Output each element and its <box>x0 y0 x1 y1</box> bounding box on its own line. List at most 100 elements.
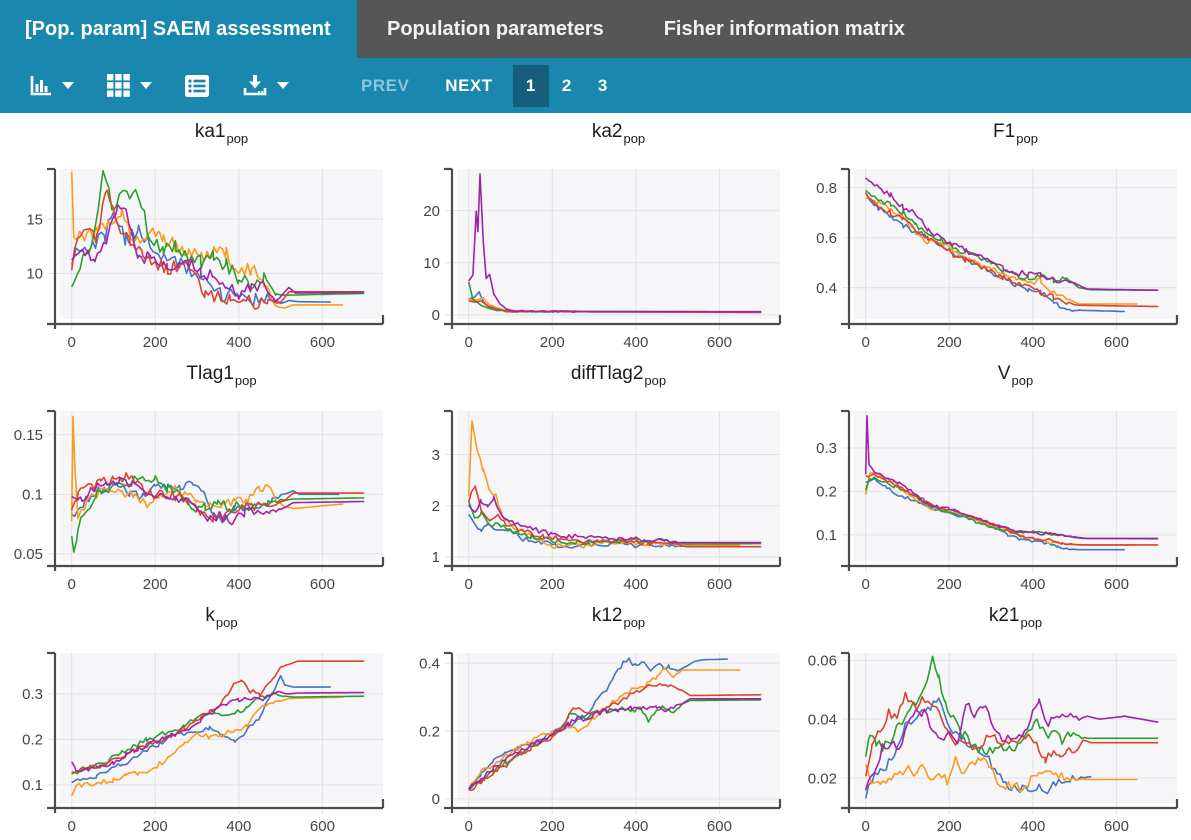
series-run-2 <box>864 755 1138 793</box>
series-run-4 <box>71 660 365 773</box>
x-tick-label: 200 <box>143 334 168 351</box>
x-tick-label: 0 <box>465 334 473 351</box>
download-icon <box>242 73 268 98</box>
series-run-4 <box>468 682 762 792</box>
series-lines <box>467 657 762 792</box>
y-tick-label: 2 <box>432 498 440 515</box>
series-lines <box>467 420 762 549</box>
x-tick-label: 200 <box>143 576 168 593</box>
chart-canvas-F1[interactable]: 0.4 0.6 0.8 0 200 400 600 <box>794 157 1191 355</box>
page-button-2[interactable]: 2 <box>561 75 572 95</box>
axis-tick-labels: 0.4 0.6 0.8 0 200 400 600 <box>816 180 1129 351</box>
x-tick-label: 600 <box>1104 576 1129 593</box>
chart-title: k12pop <box>397 605 794 641</box>
y-tick-label: 0.2 <box>419 723 440 740</box>
axes <box>444 409 782 571</box>
series-lines <box>70 660 365 797</box>
tab-fisher-information-matrix[interactable]: Fisher information matrix <box>634 0 935 58</box>
series-lines <box>864 655 1159 799</box>
chart-title: diffTlag2pop <box>397 363 794 399</box>
chart-canvas-ka1[interactable]: 10 15 0 200 400 600 <box>0 157 397 355</box>
series-lines <box>70 170 365 310</box>
series-run-1 <box>468 657 728 790</box>
x-tick-label: 0 <box>68 576 76 593</box>
chart-canvas-diffTlag2[interactable]: 1 2 3 0 200 400 600 <box>397 399 794 597</box>
series-run-5 <box>864 415 1159 540</box>
page-button-1[interactable]: 1 <box>512 64 549 107</box>
plot-area <box>457 653 780 803</box>
charts-grid: ka1pop 10 15 0 200 400 600 ka2pop 0 10 20 0 200 400 60… <box>0 113 1191 839</box>
y-tick-label: 0 <box>432 791 440 808</box>
series-run-4 <box>467 485 762 548</box>
y-tick-label: 0.06 <box>808 653 837 670</box>
x-tick-label: 0 <box>862 818 870 835</box>
chart-canvas-k[interactable]: 0.1 0.2 0.3 0 200 400 600 <box>0 641 397 839</box>
series-run-1 <box>71 674 331 784</box>
prev-page-button[interactable]: PREV <box>361 75 410 95</box>
chart-title-main: k21 <box>988 605 1020 626</box>
series-run-2 <box>70 171 344 309</box>
next-page-button[interactable]: NEXT <box>445 75 493 95</box>
chart-title-main: V <box>997 363 1011 384</box>
tab-population-parameters[interactable]: Population parameters <box>357 0 634 58</box>
chart-title: F1pop <box>794 121 1191 157</box>
chart-type-button[interactable] <box>28 74 74 98</box>
chart-canvas-V[interactable]: 0.1 0.2 0.3 0 200 400 600 <box>794 399 1191 597</box>
chart-cell-k21_pop: k21pop 0.02 0.04 0.06 0 200 400 600 <box>794 597 1191 839</box>
x-tick-label: 400 <box>623 818 648 835</box>
x-tick-label: 400 <box>1020 334 1045 351</box>
axis-tick-labels: 0.1 0.2 0.3 0 200 400 600 <box>22 686 335 835</box>
chart-title-subscript: pop <box>1016 131 1038 146</box>
chart-cell-diffTlag2_pop: diffTlag2pop 1 2 3 0 200 400 600 <box>397 355 794 597</box>
series-run-2 <box>70 696 344 797</box>
chevron-down-icon <box>277 82 289 89</box>
y-tick-label: 0.05 <box>14 546 43 563</box>
y-tick-label: 0.8 <box>816 180 837 197</box>
chart-cell-F1_pop: F1pop 0.4 0.6 0.8 0 200 400 600 <box>794 113 1191 355</box>
chart-title: Vpop <box>794 363 1191 399</box>
plot-area <box>60 411 383 561</box>
tab-saem-assessment[interactable]: [Pop. param] SAEM assessment <box>0 0 357 58</box>
x-tick-label: 200 <box>540 334 565 351</box>
series-run-3 <box>70 170 365 296</box>
x-tick-label: 0 <box>862 334 870 351</box>
legend-list-button[interactable] <box>184 74 210 98</box>
series-run-4 <box>70 189 365 310</box>
x-tick-label: 400 <box>623 334 648 351</box>
tab-population-parameters-label: Population parameters <box>387 17 604 40</box>
x-tick-label: 600 <box>1104 334 1129 351</box>
chevron-down-icon <box>62 82 74 89</box>
plot-area <box>854 653 1177 803</box>
y-tick-label: 0.3 <box>816 440 837 457</box>
x-tick-label: 200 <box>937 334 962 351</box>
axis-tick-labels: 10 15 0 200 400 600 <box>26 211 335 351</box>
axes <box>444 651 782 813</box>
series-lines <box>70 415 365 553</box>
download-button[interactable] <box>242 73 289 98</box>
series-lines <box>864 415 1159 551</box>
layout-grid-button[interactable] <box>106 73 152 98</box>
chart-canvas-k21[interactable]: 0.02 0.04 0.06 0 200 400 600 <box>794 641 1191 839</box>
y-tick-label: 0.2 <box>816 484 837 501</box>
chart-title-main: ka2 <box>591 121 623 142</box>
page-button-3[interactable]: 3 <box>597 75 608 95</box>
grid-icon <box>106 73 131 98</box>
chart-title-subscript: pop <box>226 131 249 146</box>
axes <box>841 651 1179 813</box>
series-run-5 <box>71 690 365 773</box>
tab-saem-assessment-label: [Pop. param] SAEM assessment <box>25 17 331 40</box>
x-tick-label: 400 <box>1020 818 1045 835</box>
chart-title-subscript: pop <box>1020 615 1043 630</box>
chart-title-main: Tlag1 <box>186 363 234 384</box>
chart-canvas-k12[interactable]: 0 0.2 0.4 0 200 400 600 <box>397 641 794 839</box>
y-tick-label: 0.1 <box>22 777 43 794</box>
chart-title: ka2pop <box>397 121 794 157</box>
y-tick-label: 0.04 <box>808 711 837 728</box>
series-lines <box>467 173 762 314</box>
axes <box>47 651 385 813</box>
chart-canvas-Tlag1[interactable]: 0.05 0.1 0.15 0 200 400 600 <box>0 399 397 597</box>
y-tick-label: 0.3 <box>22 686 43 703</box>
series-run-5 <box>71 476 365 526</box>
